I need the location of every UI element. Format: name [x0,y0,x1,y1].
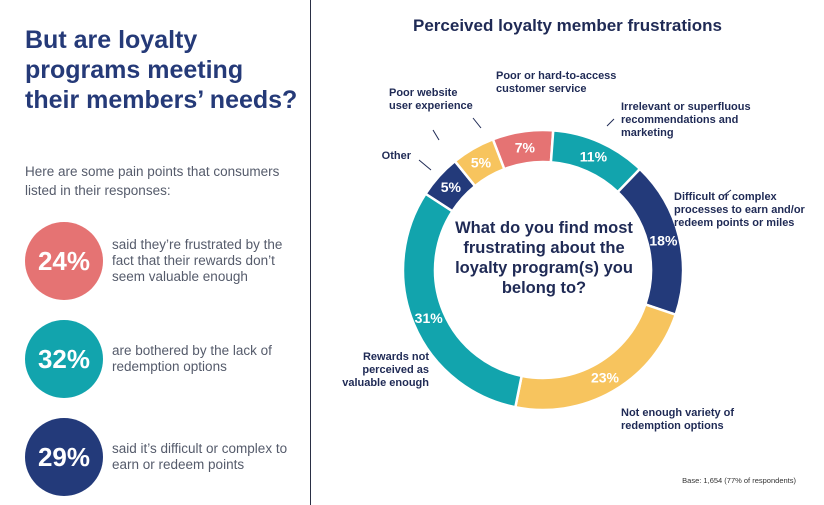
stat-text: said they’re frustrated by the fact that… [112,237,283,284]
chart-panel: Perceived loyalty member frustrations 7%… [311,0,824,505]
chart-title: Perceived loyalty member frustrations [413,16,722,35]
stat-text: said it’s difficult or complex to earn o… [112,441,288,472]
headline: But are loyalty programs meeting their m… [25,26,298,114]
center-question: What do you find most frustrating about … [455,219,633,297]
leader-line-0 [472,117,482,129]
slice-value-label-6: 5% [471,155,492,171]
intro-text: Here are some pain points that consumers… [25,164,280,198]
callout-customer-service: Poor or hard-to-access customer service [496,70,617,95]
slice-value-label-5: 5% [441,179,462,195]
donut-slice-6 [453,137,506,188]
base-note: Base: 1,654 (77% of respondents) [682,476,796,485]
slice-value-label-1: 11% [580,149,608,165]
donut-slice-3 [513,302,678,412]
leader-line-1 [606,118,615,127]
callout-recommendations: Irrelevant or superfluous recommendation… [621,101,751,139]
stat-29: 29% said it’s difficult or complex to ea… [25,418,305,498]
stat-text: are bothered by the lack of redemption o… [112,343,272,374]
callout-other: Other [381,150,411,162]
left-panel: But are loyalty programs meeting their m… [0,0,310,505]
stat-32: 32% are bothered by the lack of redempti… [25,320,305,400]
donut-chart: 7% 11% 18% 23% 31% 5% 5% [401,117,732,412]
callout-rewards-value: Rewards not perceived as valuable enough [342,351,429,389]
slice-value-label-2: 18% [649,232,678,248]
slice-value-label-0: 7% [515,139,536,155]
callout-variety: Not enough variety of redemption options [621,407,735,432]
stat-badge: 32% [25,320,103,398]
callout-difficult-processes: Difficult or complex processes to earn a… [674,191,805,229]
callout-website: Poor website user experience [389,87,473,112]
divider [310,0,311,505]
stat-24: 24% said they’re frustrated by the fact … [25,222,305,302]
leader-line-3 [418,159,432,171]
slice-value-label-4: 31% [415,310,444,326]
slice-value-label-3: 23% [591,369,620,385]
leader-line-4 [432,129,440,141]
stat-badge: 24% [25,222,103,300]
leader-line-2 [722,189,732,197]
stat-badge: 29% [25,418,103,496]
